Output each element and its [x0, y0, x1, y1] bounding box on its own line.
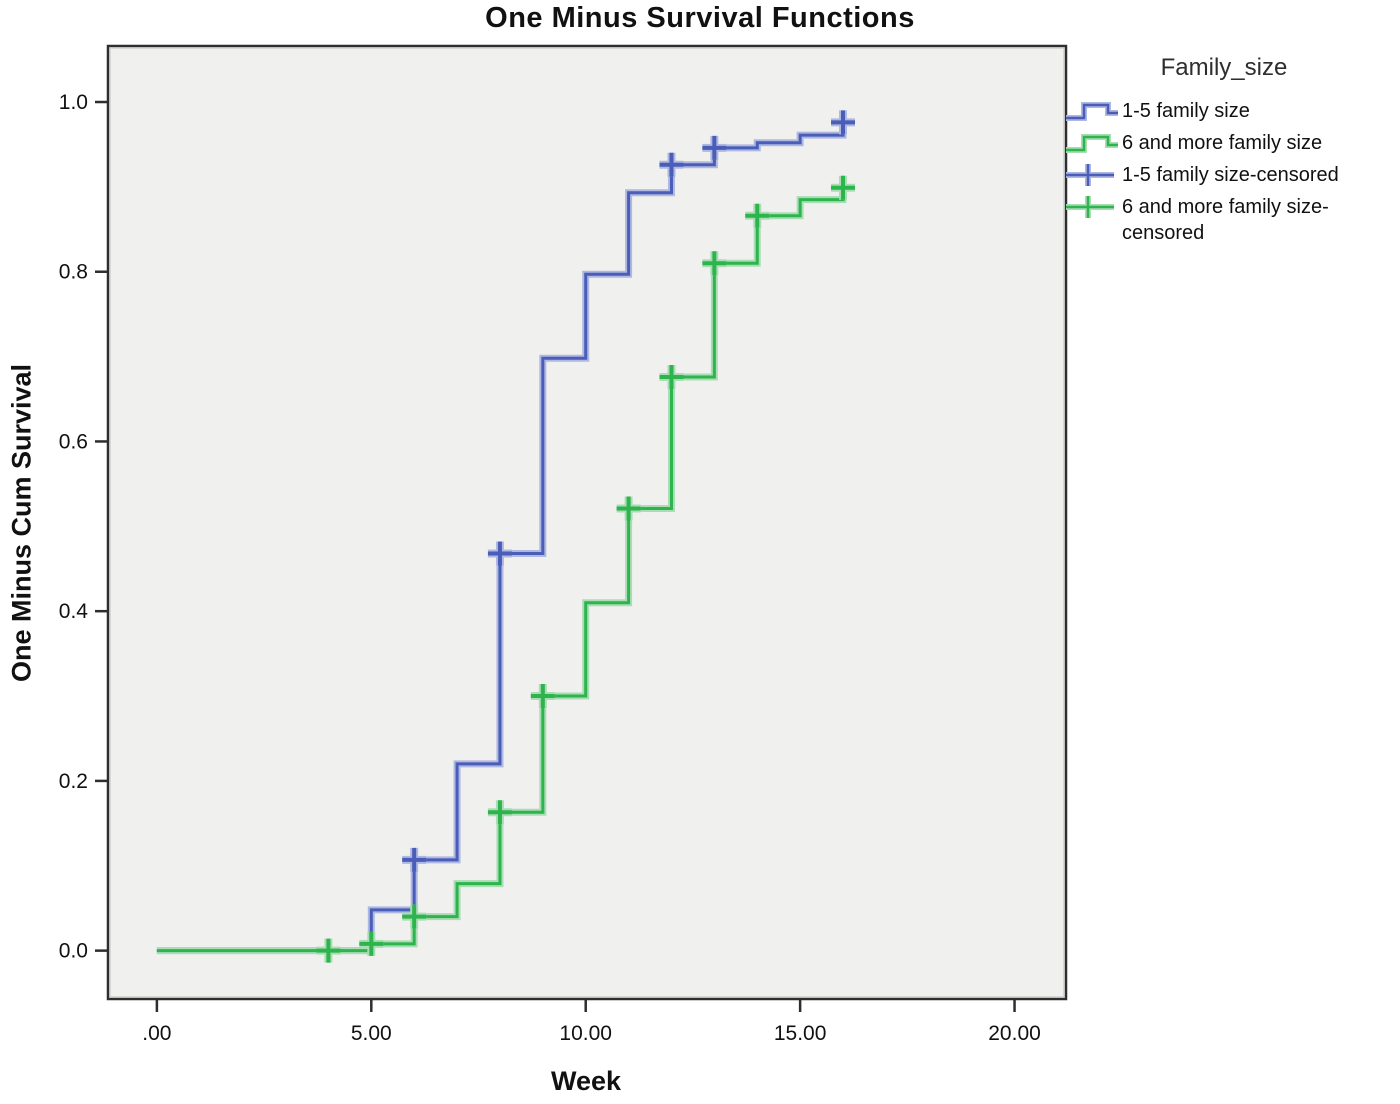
- legend-item-label: 1-5 family size: [1122, 100, 1250, 122]
- step-line-glyph-green: [1066, 134, 1118, 153]
- censored-marker-green: [316, 938, 341, 963]
- censored-marker-blue: [402, 847, 427, 872]
- legend: Family_size 1-5 family size 6 and more f…: [1064, 54, 1400, 252]
- censored-marker-green: [831, 175, 856, 200]
- censored-marker-green: [702, 251, 727, 276]
- plot-panel: [106, 44, 1068, 1001]
- x-tick-label: 15.00: [774, 1022, 827, 1045]
- y-tick-label: 0.0: [59, 940, 88, 963]
- legend-title: Family_size: [1160, 54, 1288, 81]
- x-axis-title: Week: [550, 1066, 622, 1096]
- censored-marker-green: [359, 931, 384, 956]
- legend-item-label: 1-5 family size-censored: [1122, 164, 1339, 186]
- censored-marker-blue: [487, 541, 512, 566]
- censored-marker-green: [745, 203, 770, 228]
- legend-item: 1-5 family size-censored: [1064, 162, 1400, 188]
- x-tick-label: 5.00: [351, 1022, 392, 1045]
- legend-item: 6 and more family size-censored: [1064, 194, 1400, 246]
- x-tick-label: .00: [142, 1022, 171, 1045]
- legend-item-label: 6 and more family size: [1122, 132, 1323, 154]
- legend-item: 1-5 family size: [1064, 98, 1400, 124]
- censored-marker-green: [487, 800, 512, 825]
- x-tick-label: 20.00: [988, 1022, 1041, 1045]
- chart-title: One Minus Survival Functions: [485, 2, 915, 34]
- censored-marker-blue: [659, 152, 684, 177]
- censored-marker-green: [659, 364, 684, 389]
- censored-marker-blue: [702, 135, 727, 160]
- censored-marker-blue: [831, 110, 856, 135]
- y-tick-label: 0.4: [59, 600, 89, 623]
- y-axis-title: One Minus Cum Survival: [6, 363, 37, 683]
- censored-marker-green: [530, 684, 555, 709]
- legend-item-label: 6 and more family size-censored: [1122, 196, 1329, 244]
- plot-panel-bevel: [109, 47, 1065, 998]
- censored-plus-glyph-green: [1066, 196, 1114, 218]
- y-tick-label: 0.2: [59, 770, 88, 793]
- y-tick-label: 0.6: [59, 430, 88, 453]
- censored-plus-glyph-blue: [1066, 164, 1114, 186]
- censored-marker-green: [402, 904, 427, 929]
- x-tick-label: 10.00: [559, 1022, 612, 1045]
- step-line-glyph-blue: [1066, 102, 1118, 121]
- y-tick-label: 1.0: [59, 91, 88, 114]
- legend-item: 6 and more family size: [1064, 130, 1400, 156]
- censored-marker-green: [616, 496, 641, 521]
- y-tick-label: 0.8: [59, 261, 88, 284]
